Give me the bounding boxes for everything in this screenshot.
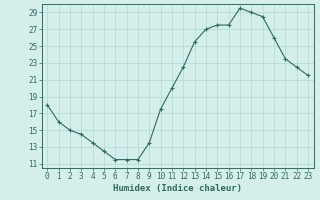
X-axis label: Humidex (Indice chaleur): Humidex (Indice chaleur) <box>113 184 242 193</box>
